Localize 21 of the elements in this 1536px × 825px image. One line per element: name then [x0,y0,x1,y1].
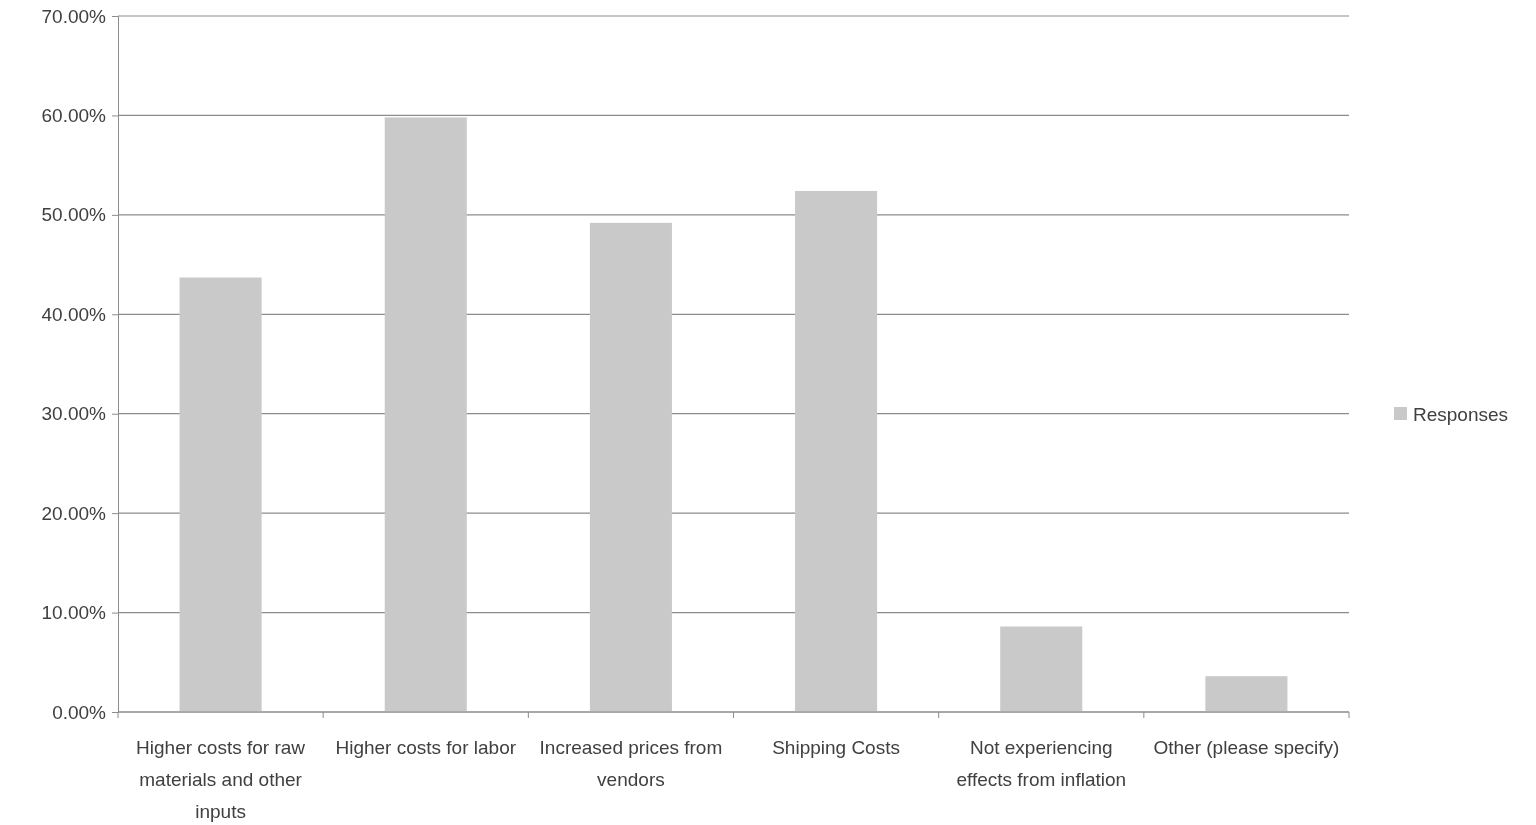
x-tick-label: Other (please specify) [1153,737,1340,758]
x-tick-label: Higher costs for labor [335,737,517,758]
x-tick-label: Increased prices from vendors [539,737,723,790]
y-tick-label: 60.00% [41,105,107,127]
x-tick-label: Not experiencing effects from inflation [956,737,1127,790]
bar [589,222,672,712]
x-tick-label: Shipping Costs [772,737,900,758]
y-tick-label: 40.00% [41,303,107,325]
bar [179,277,262,712]
y-tick-label: 70.00% [41,5,107,27]
y-tick-label: 20.00% [41,502,107,524]
y-tick-label: 30.00% [41,403,107,425]
bar [384,117,467,712]
bar [795,190,878,712]
legend-label: Responses [1413,403,1509,425]
bar [1205,676,1288,712]
y-tick-label: 10.00% [41,602,107,624]
x-tick-label: Higher costs for raw materials and other inputs [136,737,306,822]
bar [1000,626,1083,712]
y-tick-label: 0.00% [52,701,107,723]
y-tick-label: 50.00% [41,204,107,226]
